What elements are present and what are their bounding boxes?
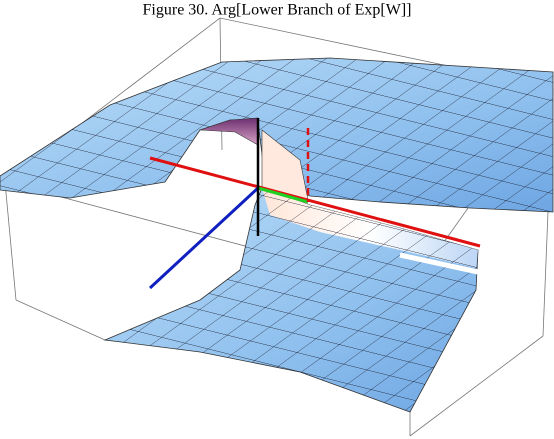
figure-title: Figure 30. Arg[Lower Branch of Exp[W]] — [143, 2, 412, 19]
lower-surface — [103, 129, 479, 413]
real-axis — [149, 156, 481, 248]
upper-surface — [0, 57, 554, 213]
imag-axis — [148, 186, 260, 290]
segment — [257, 186, 309, 204]
highlight — [399, 252, 479, 275]
